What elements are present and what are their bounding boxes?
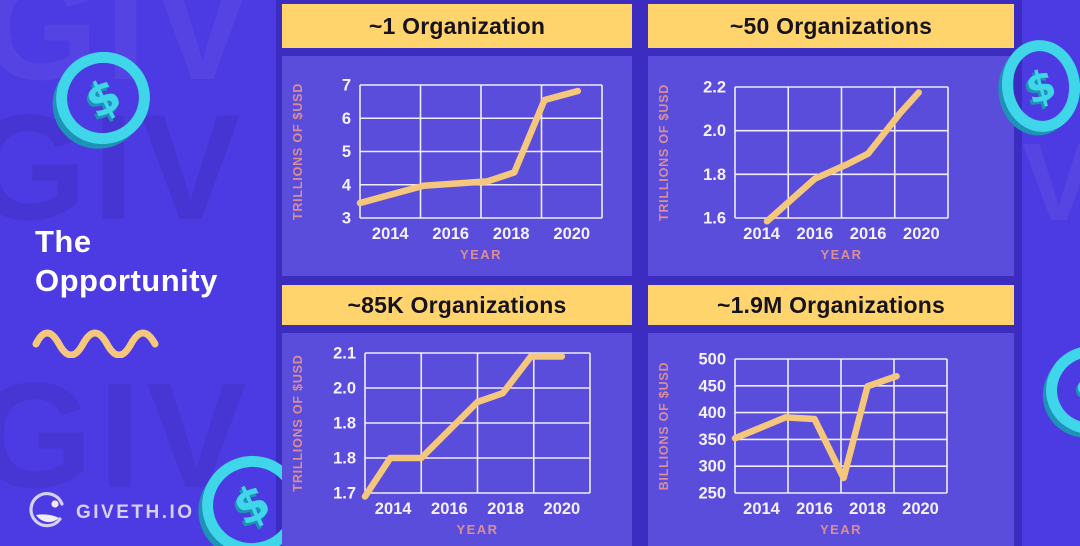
chart-panel-50-organizations: 2.2 2.0 1.8 1.6 2014 2016 2016 2020 YEAR TRILLION… xyxy=(648,56,1014,276)
dollar-coin-icon: $ xyxy=(1039,338,1080,442)
x-axis-title: YEAR xyxy=(820,247,862,262)
y-tick-label: 2.2 xyxy=(703,79,726,97)
dollar-sign: $ xyxy=(224,472,280,538)
data-line-series xyxy=(763,89,922,225)
y-tick-label: 250 xyxy=(698,485,726,503)
y-tick-label: 4 xyxy=(342,176,352,194)
x-axis-title: YEAR xyxy=(460,247,502,262)
x-tick-label: 2016 xyxy=(850,225,887,243)
y-tick-label: 2.0 xyxy=(333,380,356,398)
x-tick-label: 2018 xyxy=(849,500,886,518)
y-axis-title: BILLIONS OF $USD xyxy=(657,362,671,491)
y-axis-title: TRILLIONS OF $USD xyxy=(291,354,305,491)
y-tick-label: 7 xyxy=(342,77,351,95)
x-axis-title: YEAR xyxy=(456,522,498,537)
line-chart-1-organization: 7 6 5 4 3 2014 2016 2018 2020 YEAR TRILLIONS OF $U… xyxy=(291,77,603,262)
giveth-logo-icon xyxy=(29,492,64,528)
chart-title-1-9m-organizations: ~1.9M Organizations xyxy=(648,285,1014,325)
y-tick-label: 300 xyxy=(698,458,726,476)
y-tick-label: 3 xyxy=(342,210,351,228)
y-tick-label: 1.8 xyxy=(703,166,726,184)
line-chart-50-organizations: 2.2 2.0 1.8 1.6 2014 2016 2016 2020 YEAR TRILLION… xyxy=(657,79,949,262)
page-title: The Opportunity xyxy=(35,222,218,300)
y-tick-label: 350 xyxy=(698,431,726,449)
y-tick-label: 1.8 xyxy=(333,415,356,433)
y-axis-title: TRILLIONS OF $USD xyxy=(657,84,671,221)
y-axis-title: TRILLIONS OF $USD xyxy=(291,83,305,220)
y-tick-label: 400 xyxy=(698,404,726,422)
x-tick-label: 2014 xyxy=(743,500,781,518)
x-tick-label: 2016 xyxy=(797,225,834,243)
x-tick-label: 2014 xyxy=(743,225,781,243)
x-tick-label: 2018 xyxy=(493,225,530,243)
dollar-sign: $ xyxy=(1068,361,1080,419)
y-tick-label: 450 xyxy=(698,377,726,395)
chart-title-85k-organizations: ~85K Organizations xyxy=(282,285,632,325)
y-tick-label: 2.0 xyxy=(703,122,726,140)
y-tick-label: 1.6 xyxy=(703,210,726,228)
data-line-series xyxy=(731,372,900,482)
line-chart-1-9m-organizations: 500 450 400 350 300 250 2014 2016 2018 2020 YEAR BI… xyxy=(657,351,948,537)
x-tick-label: 2020 xyxy=(902,500,939,518)
data-line-series xyxy=(356,87,582,207)
dollar-sign: $ xyxy=(76,66,130,130)
giveth-logo: GIVETH.IO xyxy=(24,486,204,541)
line-chart-85k-organizations: 2.1 2.0 1.8 1.8 1.7 2014 2016 2018 2020 YEAR TRILL… xyxy=(291,345,591,537)
chart-title-1-organization: ~1 Organization xyxy=(282,4,632,48)
chart-panel-1-9m-organizations: 500 450 400 350 300 250 2014 2016 2018 2020 YEAR BI… xyxy=(648,333,1014,546)
x-axis-title: YEAR xyxy=(820,522,862,537)
chart-panel-85k-organizations: 2.1 2.0 1.8 1.8 1.7 2014 2016 2018 2020 YEAR TRILL… xyxy=(282,333,632,546)
y-tick-label: 500 xyxy=(698,351,726,369)
title-underline-squiggle-icon xyxy=(32,329,159,358)
x-tick-label: 2020 xyxy=(553,225,590,243)
y-tick-label: 1.8 xyxy=(333,450,356,468)
x-tick-label: 2014 xyxy=(372,225,410,243)
x-tick-label: 2018 xyxy=(487,500,524,518)
chart-panel-1-organization: 7 6 5 4 3 2014 2016 2018 2020 YEAR TRILLIONS OF $U… xyxy=(282,56,632,276)
dollar-sign: $ xyxy=(1020,58,1062,114)
y-tick-label: 1.7 xyxy=(333,485,356,503)
x-tick-label: 2016 xyxy=(796,500,833,518)
page-title-line2: Opportunity xyxy=(35,263,218,298)
page-title-line1: The xyxy=(35,224,92,259)
x-tick-label: 2016 xyxy=(432,225,469,243)
x-tick-label: 2016 xyxy=(431,500,468,518)
x-tick-label: 2014 xyxy=(375,500,413,518)
chart-title-50-organizations: ~50 Organizations xyxy=(648,4,1014,48)
x-tick-label: 2020 xyxy=(903,225,940,243)
y-tick-label: 6 xyxy=(342,110,351,128)
data-line-series xyxy=(361,353,566,500)
x-tick-label: 2020 xyxy=(544,500,581,518)
y-tick-label: 5 xyxy=(342,143,351,161)
dollar-coin-icon: $ xyxy=(44,39,162,157)
brand-text: GIVETH.IO xyxy=(76,502,195,523)
giv-watermark-partial: V xyxy=(1022,121,1080,244)
y-tick-label: 2.1 xyxy=(333,345,356,363)
